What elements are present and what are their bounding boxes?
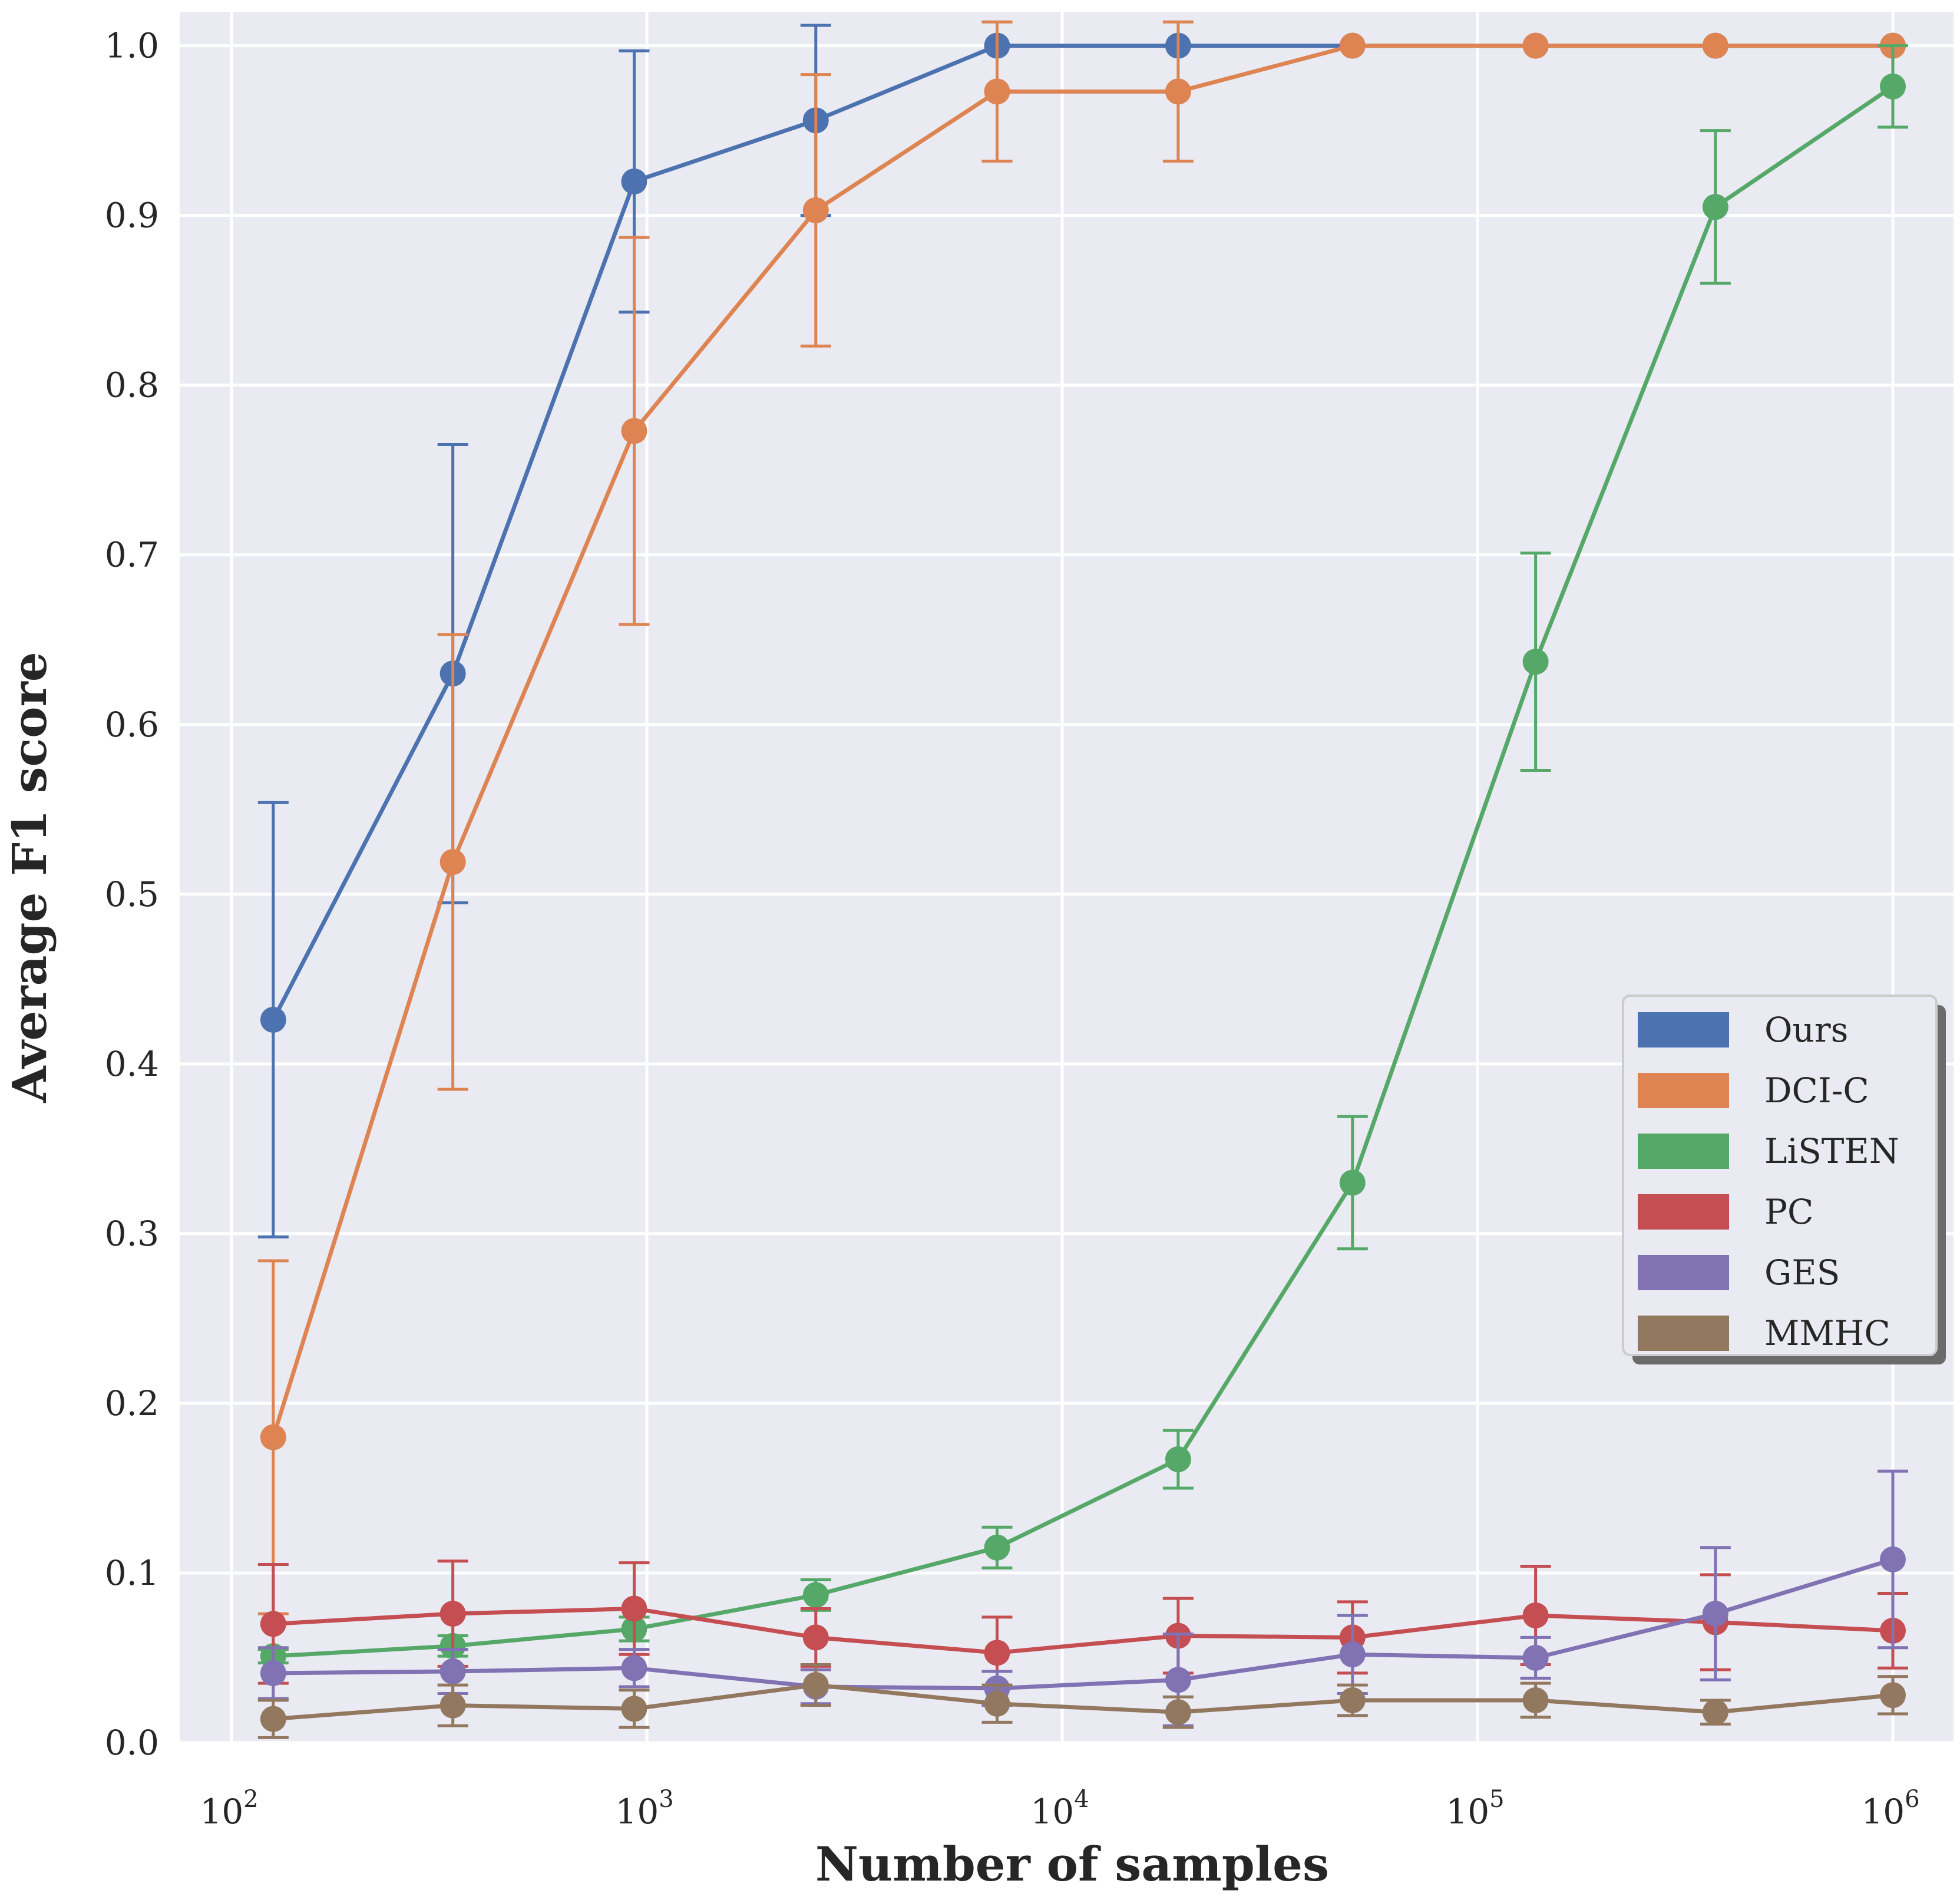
data-point [260,1706,286,1732]
legend-swatch [1638,1316,1729,1351]
data-point [984,1534,1010,1561]
data-point [621,418,647,444]
series-listen [257,44,1908,1670]
data-point [984,1690,1010,1717]
x-tick-label: 105 [1446,1786,1504,1832]
data-point [621,168,647,195]
x-tick-label: 103 [615,1786,673,1832]
data-point [1165,1446,1191,1472]
legend-swatch [1638,1012,1729,1048]
data-point [802,1582,829,1608]
y-tick-label: 0.6 [105,705,159,745]
data-point [1522,1687,1549,1713]
grid-lines [180,12,1954,1744]
x-tick-label: 106 [1861,1786,1919,1832]
data-point [984,1640,1010,1666]
data-point [1339,1687,1366,1713]
data-point [439,1601,466,1627]
data-point [1339,1169,1366,1196]
x-tick-exponent: 2 [243,1786,258,1813]
legend-swatch [1638,1134,1729,1169]
x-tick-exponent: 6 [1905,1786,1919,1813]
data-point [621,1595,647,1622]
legend-label: GES [1764,1253,1840,1293]
data-point [802,197,829,224]
data-point [260,1424,286,1450]
data-point [1339,32,1366,59]
data-point [1522,649,1549,675]
series-line [271,44,1893,1438]
data-point [1339,1641,1366,1668]
y-tick-label: 0.5 [105,874,159,914]
y-tick-label: 0.8 [105,365,159,405]
data-point [260,1611,286,1637]
tick-labels: 0.0 0.1 0.2 0.3 0.4 0.5 0.6 0.7 0.8 0.9 1.0 102 103 1… [105,26,1920,1832]
y-tick-label: 1.0 [105,26,159,66]
series-dci-c [257,20,1906,1615]
data-point [1879,1546,1906,1572]
y-tick-label: 0.1 [105,1553,159,1593]
series-layer [257,20,1908,1739]
y-tick-label: 0.7 [105,535,159,575]
data-point [1522,32,1549,59]
data-point [1522,1602,1549,1628]
data-point [1879,1682,1906,1709]
data-point [1879,73,1906,100]
y-axis-label: Average F1 score [2,652,57,1103]
y-tick-label: 0.2 [105,1383,159,1423]
series-line [273,1683,1893,1721]
plot-background [180,12,1954,1743]
series-mmhc [257,1663,1908,1739]
legend-label: Ours [1764,1010,1848,1050]
x-axis-label: Number of samples [815,1836,1329,1892]
legend: Ours DCI-C LiSTEN PC GES MMHC [1622,994,1946,1364]
data-point [1165,1699,1191,1726]
data-point [1522,1644,1549,1671]
legend-swatch [1638,1255,1729,1290]
data-point [1702,194,1728,220]
data-point [621,1696,647,1722]
data-point [802,1624,829,1651]
data-point [439,849,466,875]
legend-swatch [1638,1194,1729,1230]
data-point [621,1655,647,1681]
y-tick-label: 0.0 [105,1723,159,1763]
x-tick-exponent: 5 [1489,1786,1504,1813]
y-tick-label: 0.3 [105,1214,159,1254]
x-tick-label: 104 [1030,1786,1089,1832]
data-point [260,1006,286,1033]
data-point [439,1692,466,1719]
x-tick-label: 102 [200,1786,258,1832]
data-point [1702,1699,1728,1726]
x-tick-exponent: 3 [659,1786,673,1813]
y-tick-label: 0.4 [105,1044,159,1084]
data-point [1165,1667,1191,1693]
data-point [802,1672,829,1699]
legend-label: MMHC [1764,1313,1890,1353]
legend-label: DCI-C [1764,1070,1869,1111]
data-point [1702,1601,1728,1627]
data-point [1165,78,1191,105]
data-point [1702,32,1728,59]
legend-label: PC [1764,1192,1813,1232]
y-tick-label: 0.9 [105,196,159,236]
data-point [439,1658,466,1685]
data-point [984,78,1010,105]
data-point [260,1660,286,1686]
legend-label: LiSTEN [1764,1131,1899,1171]
x-tick-exponent: 4 [1074,1786,1089,1813]
legend-swatch [1638,1073,1729,1108]
series-line [273,1557,1894,1691]
series-line [273,1606,1893,1655]
series-line [273,84,1894,1658]
